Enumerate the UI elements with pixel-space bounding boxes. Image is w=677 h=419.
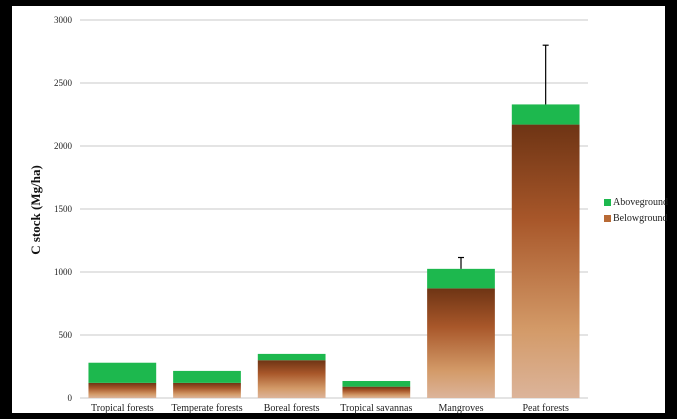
grid-lines <box>80 19 588 399</box>
x-category-label: Peat forests <box>522 403 568 414</box>
bar-aboveground <box>427 268 495 289</box>
y-tick-label: 3000 <box>54 15 73 25</box>
bar-belowground <box>511 124 580 398</box>
bar-aboveground <box>257 353 326 361</box>
legend: Aboveground Belowground <box>604 197 668 224</box>
bar-aboveground <box>511 104 580 125</box>
bar-belowground <box>427 288 495 398</box>
bar-belowground <box>342 386 411 398</box>
x-axis-labels: Tropical forests Temperate forests Boreal … <box>91 403 569 414</box>
bar-belowground <box>173 382 241 398</box>
bar-belowground <box>88 382 157 398</box>
y-tick-label: 2000 <box>54 141 73 151</box>
bar-aboveground <box>88 362 157 383</box>
legend-swatch <box>604 199 611 206</box>
error-bars <box>458 44 549 269</box>
y-tick-label: 0 <box>68 393 73 403</box>
y-tick-label: 2500 <box>54 78 73 88</box>
legend-label: Aboveground <box>613 197 668 208</box>
x-category-label: Boreal forests <box>264 403 320 414</box>
y-tick-label: 1500 <box>54 204 73 214</box>
x-category-label: Tropical forests <box>91 403 154 414</box>
x-category-label: Tropical savannas <box>340 403 412 414</box>
legend-swatch <box>604 215 611 222</box>
y-axis-ticks: 0 500 1000 1500 2000 2500 3000 <box>54 15 73 403</box>
bars <box>88 104 580 398</box>
legend-label: Belowground <box>613 213 667 224</box>
bar-aboveground <box>173 370 241 383</box>
bar-belowground <box>257 360 326 398</box>
x-category-label: Mangroves <box>439 403 484 414</box>
bar-aboveground <box>342 380 411 387</box>
y-axis-title: C stock (Mg/ha) <box>28 165 43 255</box>
y-tick-label: 500 <box>59 330 73 340</box>
y-tick-label: 1000 <box>54 267 73 277</box>
x-category-label: Temperate forests <box>171 403 242 414</box>
